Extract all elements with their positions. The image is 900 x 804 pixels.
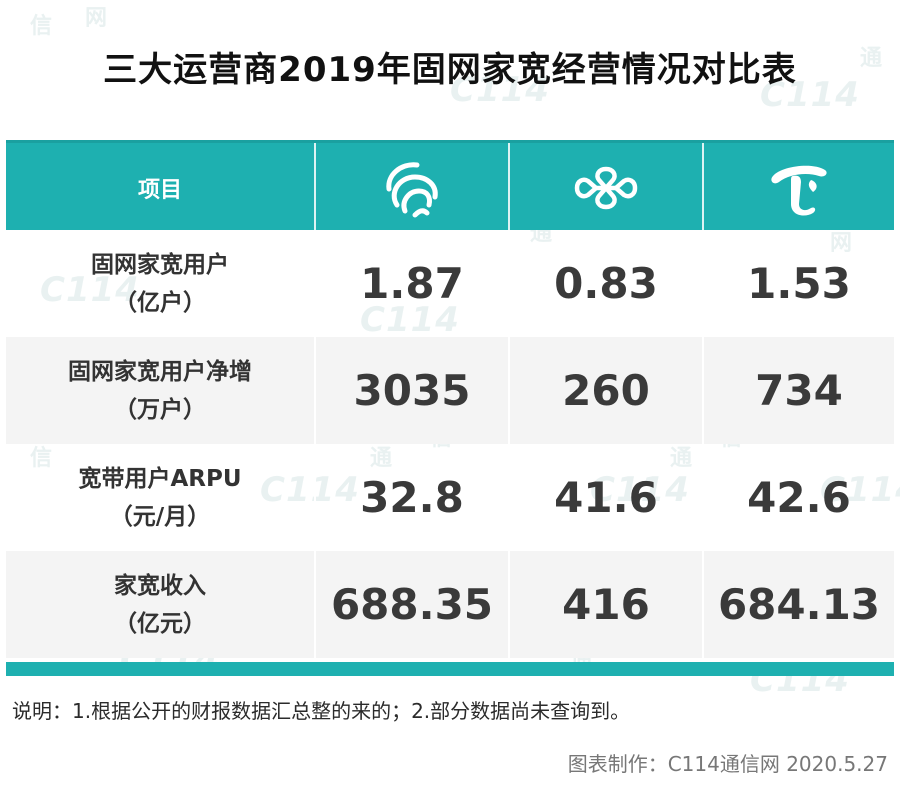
watermark: 信 — [30, 14, 53, 39]
page-title: 三大运营商2019年固网家宽经营情况对比表 — [103, 50, 797, 90]
value-cell: 416 — [562, 580, 650, 629]
value-cell: 260 — [562, 366, 650, 415]
row-label-line1: 宽带用户ARPU — [78, 465, 242, 492]
row-label: 固网家宽用户 （亿户） — [6, 230, 314, 337]
divider — [508, 143, 510, 233]
divider — [702, 230, 704, 658]
value-cell: 734 — [755, 366, 843, 415]
china-unicom-logo-icon — [574, 166, 638, 210]
table-row: 家宽收入 （亿元） 688.35 416 684.13 — [6, 551, 894, 658]
china-telecom-logo-icon — [771, 165, 827, 216]
value-cell: 1.87 — [360, 259, 464, 308]
header-item-cell: 项目 — [6, 143, 314, 233]
value-cell: 0.83 — [554, 259, 658, 308]
table-row: 固网家宽用户净增 （万户） 3035 260 734 — [6, 337, 894, 444]
header-operator-cell — [316, 143, 508, 233]
row-label: 固网家宽用户净增 （万户） — [6, 337, 314, 444]
divider — [314, 143, 316, 233]
divider — [702, 143, 704, 233]
header-operator-cell — [704, 143, 894, 233]
row-label-line2: （元/月） — [109, 503, 211, 530]
row-label-line2: （万户） — [114, 396, 206, 423]
table-footer-bar — [6, 662, 894, 676]
header-operator-cell — [510, 143, 702, 233]
value-cell: 1.53 — [747, 259, 851, 308]
row-label: 宽带用户ARPU （元/月） — [6, 444, 314, 551]
china-mobile-logo-icon — [386, 162, 438, 218]
value-cell: 41.6 — [554, 473, 658, 522]
divider — [508, 230, 510, 658]
watermark: 网 — [85, 6, 108, 31]
table-header: 项目 — [6, 140, 894, 233]
value-cell: 684.13 — [717, 580, 881, 629]
divider — [314, 230, 316, 658]
value-cell: 42.6 — [747, 473, 851, 522]
header-item-label: 项目 — [137, 178, 182, 203]
table-row: 固网家宽用户 （亿户） 1.87 0.83 1.53 — [6, 230, 894, 337]
row-label-line2: （亿元） — [114, 610, 206, 637]
row-label-line1: 家宽收入 — [114, 572, 206, 599]
value-cell: 32.8 — [360, 473, 464, 522]
row-label-line1: 固网家宽用户 — [91, 251, 229, 278]
footnote: 说明：1.根据公开的财报数据汇总整的来的；2.部分数据尚未查询到。 — [12, 699, 631, 723]
value-cell: 3035 — [353, 366, 471, 415]
table-row: 宽带用户ARPU （元/月） 32.8 41.6 42.6 — [6, 444, 894, 551]
row-label: 家宽收入 （亿元） — [6, 551, 314, 658]
comparison-table: 项目 — [6, 140, 894, 676]
chart-credit: 图表制作：C114通信网 2020.5.27 — [567, 752, 888, 776]
value-cell: 688.35 — [330, 580, 494, 629]
row-label-line1: 固网家宽用户净增 — [68, 358, 252, 385]
row-label-line2: （亿户） — [114, 289, 206, 316]
